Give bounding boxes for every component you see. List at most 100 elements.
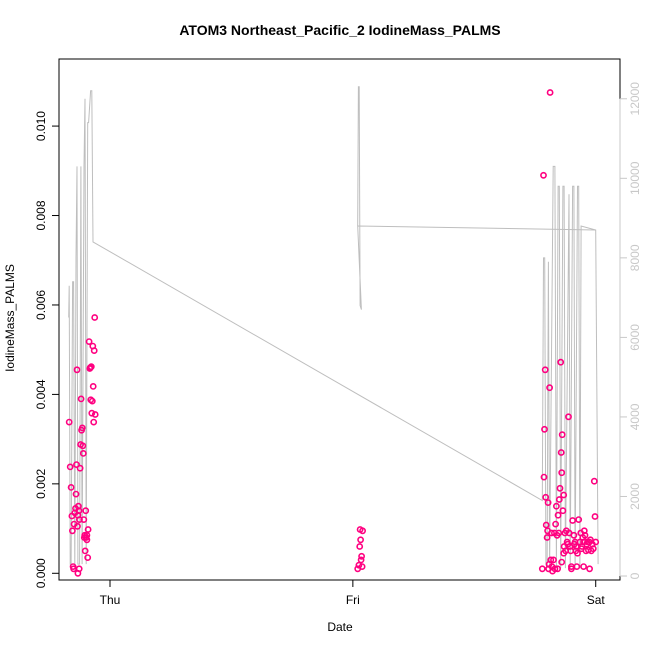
data-point-37: [87, 363, 95, 371]
data-point-88: [558, 431, 566, 439]
y-tick-label-3: 0.006: [34, 290, 48, 320]
data-point-78: [552, 520, 559, 528]
data-point-31: [84, 554, 92, 561]
data-point-82: [555, 529, 563, 537]
data-point-54: [357, 536, 364, 544]
data-point-87: [558, 469, 566, 477]
data-point-2: [67, 483, 75, 491]
data-point-134: [580, 563, 587, 570]
data-point-21: [78, 424, 86, 432]
data-point-76: [550, 556, 557, 564]
data-point-63: [541, 366, 549, 374]
data-point-4: [69, 527, 76, 535]
data-point-135: [586, 565, 593, 573]
data-point-45: [91, 411, 99, 418]
data-point-85: [557, 358, 565, 366]
data-point-64: [542, 493, 550, 501]
data-point-38: [88, 409, 96, 417]
data-point-133: [568, 565, 575, 573]
y2-tick-label-3: 6000: [628, 324, 642, 351]
data-point-42: [90, 418, 98, 426]
data-point-79: [553, 502, 560, 510]
data-point-58: [359, 527, 366, 535]
data-point-86: [557, 449, 565, 456]
data-point-12: [74, 522, 81, 530]
data-point-138: [560, 549, 568, 557]
series-line-1: [68, 90, 599, 569]
x-tick-label-2: Sat: [587, 593, 606, 607]
data-point-137: [551, 565, 559, 573]
data-point-103: [570, 531, 578, 539]
y-tick-label-5: 0.010: [34, 111, 48, 141]
data-point-97: [565, 413, 572, 421]
y-tick-label-0: 0.000: [34, 558, 48, 588]
y-tick-label-2: 0.004: [34, 379, 48, 409]
data-point-17: [76, 464, 84, 472]
y2-tick-label-2: 4000: [628, 403, 642, 430]
data-point-108: [573, 563, 581, 570]
data-point-89: [559, 507, 567, 515]
data-point-128: [590, 477, 598, 485]
y2-tick-label-0: 0: [628, 572, 642, 579]
data-point-83: [555, 496, 563, 503]
data-point-57: [358, 563, 366, 570]
data-point-71: [546, 384, 553, 392]
data-point-90: [560, 491, 568, 499]
data-point-33: [85, 338, 93, 345]
data-point-44: [91, 314, 99, 321]
series-line-2: [357, 86, 596, 310]
data-point-10: [73, 461, 80, 468]
data-point-60: [540, 171, 547, 179]
data-point-84: [556, 484, 564, 492]
data-point-68: [544, 499, 552, 506]
data-point-41: [89, 382, 97, 390]
data-point-66: [543, 534, 551, 541]
y2-tick-label-1: 2000: [628, 483, 642, 510]
data-point-132: [558, 558, 566, 566]
y-tick-label-4: 0.008: [34, 200, 48, 230]
data-point-74: [548, 529, 555, 537]
data-point-127: [589, 545, 597, 553]
y2-tick-label-5: 10000: [628, 161, 642, 195]
data-point-1: [66, 463, 74, 471]
x-tick-label-0: Thu: [100, 593, 121, 607]
x-axis-label: Date: [327, 620, 353, 634]
data-point-110: [575, 516, 583, 523]
data-point-81: [554, 511, 562, 519]
y2-tick-label-4: 8000: [628, 244, 642, 271]
data-point-9: [72, 490, 80, 498]
data-point-102: [569, 517, 576, 524]
y-axis-label: IodineMass_PALMS: [3, 264, 17, 372]
data-point-49: [83, 536, 91, 544]
point-layer: [65, 89, 600, 577]
data-point-62: [541, 425, 548, 433]
data-point-73: [547, 556, 555, 564]
data-point-56: [358, 552, 365, 560]
data-point-43: [90, 347, 98, 354]
data-point-61: [540, 473, 548, 481]
data-point-39: [88, 397, 96, 405]
data-point-32: [84, 526, 92, 533]
data-point-0: [65, 418, 73, 426]
data-point-131: [554, 565, 561, 573]
y2-tick-label-6: 12000: [628, 82, 642, 116]
data-point-24: [80, 516, 88, 523]
x-tick-label-1: Fri: [346, 593, 360, 607]
data-point-51: [355, 561, 363, 569]
data-point-109: [574, 549, 581, 557]
data-point-22: [79, 442, 87, 450]
data-point-55: [357, 556, 365, 564]
secondary-line-layer: [68, 86, 599, 569]
data-point-65: [542, 521, 550, 529]
axis-layer: Thu Fri Sat 0.000 0.002 0.004 0.006 0.008 0.010 0…: [34, 82, 642, 607]
data-point-52: [356, 543, 364, 550]
data-point-72: [546, 89, 554, 96]
data-point-129: [591, 513, 599, 520]
data-point-19: [77, 395, 85, 403]
data-point-27: [81, 547, 89, 555]
data-point-11: [73, 366, 81, 374]
data-point-130: [592, 538, 600, 546]
data-point-23: [79, 449, 87, 457]
chart-title: ATOM3 Northeast_Pacific_2 IodineMass_PAL…: [179, 22, 500, 38]
